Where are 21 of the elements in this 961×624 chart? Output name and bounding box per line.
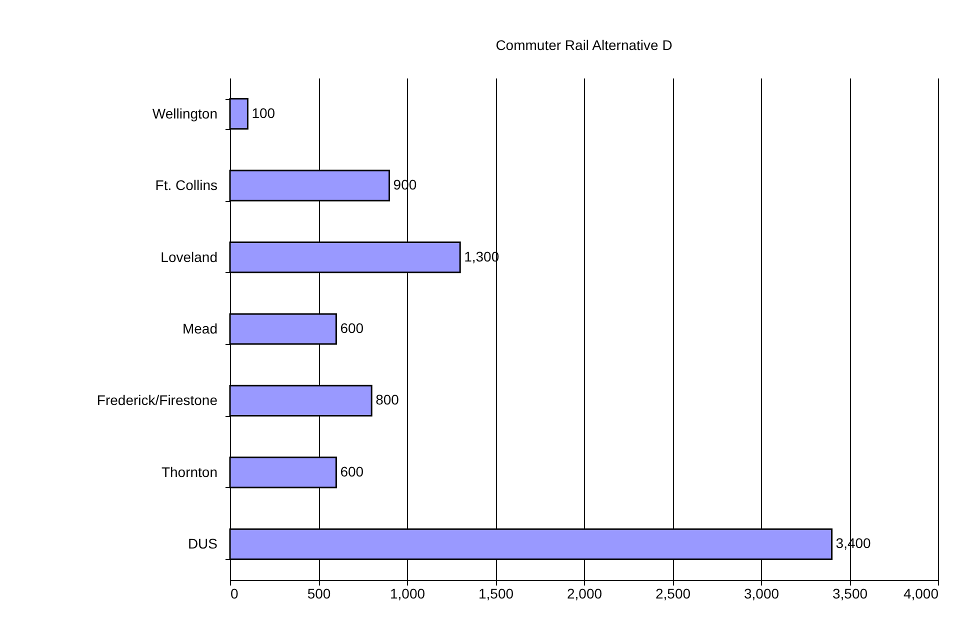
data-label: 800 xyxy=(376,392,400,408)
x-tick-label: 3,000 xyxy=(744,586,780,602)
y-tick-label: Loveland xyxy=(160,248,218,265)
x-tick-label: 1,500 xyxy=(478,586,514,602)
x-tick-label: 2,000 xyxy=(566,586,602,602)
x-tick-label: 3,500 xyxy=(832,586,868,602)
data-label: 600 xyxy=(340,463,364,480)
y-tick-label: Thornton xyxy=(161,464,218,480)
x-tick-label: 500 xyxy=(307,586,331,602)
x-tick-label: 4,000 xyxy=(903,586,939,602)
y-tick-label: DUS xyxy=(188,536,218,552)
x-tick-label: 0 xyxy=(230,586,238,602)
chart-title: Commuter Rail Alternative D xyxy=(496,37,672,53)
x-tick-label: 1,000 xyxy=(390,586,426,602)
y-tick-label: Wellington xyxy=(152,105,218,122)
y-tick-label: Mead xyxy=(182,320,218,336)
y-tick-label: Frederick/Firestone xyxy=(96,392,218,408)
x-tick-label: 2,500 xyxy=(655,586,691,602)
data-label: 600 xyxy=(340,320,364,336)
y-tick-label: Ft. Collins xyxy=(155,177,218,194)
data-label: 100 xyxy=(252,104,276,121)
